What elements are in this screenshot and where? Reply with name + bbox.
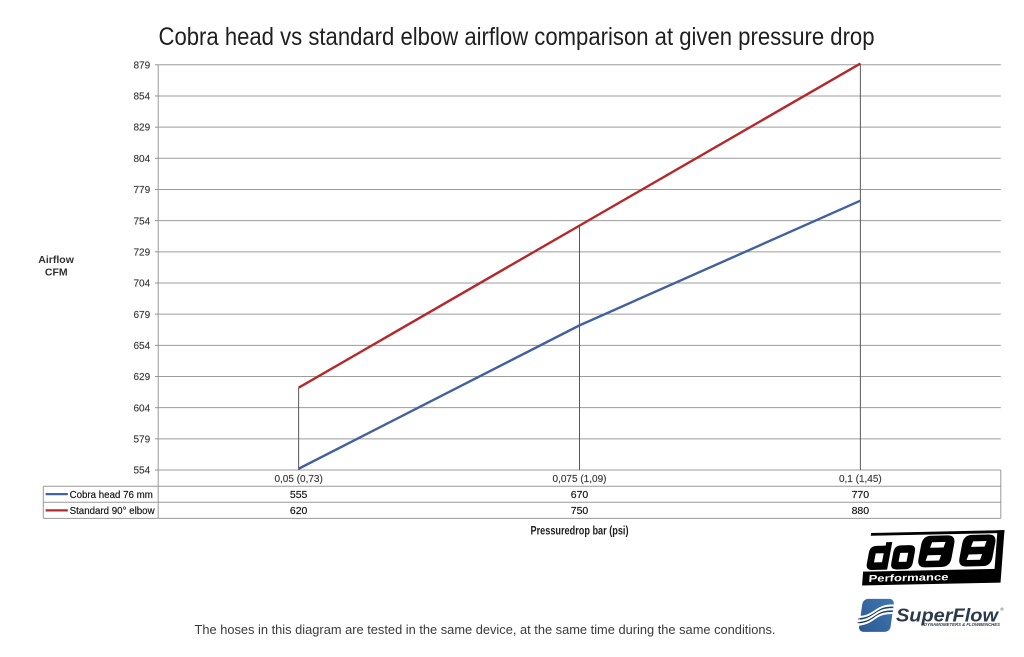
svg-text:Cobra head vs standard elbow a: Cobra head vs standard elbow airflow com… [159, 23, 875, 51]
svg-text:®: ® [1000, 607, 1004, 612]
svg-text:The hoses in this diagram are: The hoses in this diagram are tested in … [195, 623, 776, 637]
svg-text:880: 880 [852, 505, 870, 517]
svg-text:Standard 90° elbow: Standard 90° elbow [70, 505, 155, 517]
svg-text:779: 779 [134, 185, 151, 196]
svg-text:879: 879 [134, 60, 151, 71]
svg-text:729: 729 [134, 247, 151, 258]
svg-text:704: 704 [134, 279, 151, 290]
svg-text:DYNAMOMETERS & FLOWBENCHES: DYNAMOMETERS & FLOWBENCHES [924, 622, 1001, 627]
svg-text:750: 750 [571, 505, 589, 517]
svg-text:Performance: Performance [868, 572, 950, 585]
svg-text:0,1 (1,45): 0,1 (1,45) [839, 474, 882, 485]
svg-text:829: 829 [134, 123, 151, 134]
svg-text:554: 554 [134, 466, 151, 477]
svg-text:555: 555 [290, 489, 308, 501]
svg-text:Cobra head 76 mm: Cobra head 76 mm [70, 489, 153, 501]
svg-text:670: 670 [571, 489, 589, 501]
svg-text:CFM: CFM [45, 267, 68, 279]
svg-text:Airflow: Airflow [38, 254, 74, 266]
svg-text:770: 770 [852, 489, 870, 501]
svg-text:804: 804 [134, 154, 151, 165]
svg-text:629: 629 [134, 372, 151, 383]
svg-text:620: 620 [290, 505, 308, 517]
svg-text:Pressuredrop bar (psi): Pressuredrop bar (psi) [531, 525, 629, 537]
svg-text:0,05 (0,73): 0,05 (0,73) [274, 474, 322, 485]
svg-text:654: 654 [134, 341, 151, 352]
svg-text:854: 854 [134, 92, 151, 103]
svg-text:679: 679 [134, 310, 151, 321]
svg-text:604: 604 [134, 403, 151, 414]
svg-text:SuperFlow: SuperFlow [896, 606, 999, 626]
svg-text:0,075 (1,09): 0,075 (1,09) [553, 474, 607, 485]
svg-text:754: 754 [134, 216, 151, 227]
svg-text:579: 579 [134, 434, 151, 445]
